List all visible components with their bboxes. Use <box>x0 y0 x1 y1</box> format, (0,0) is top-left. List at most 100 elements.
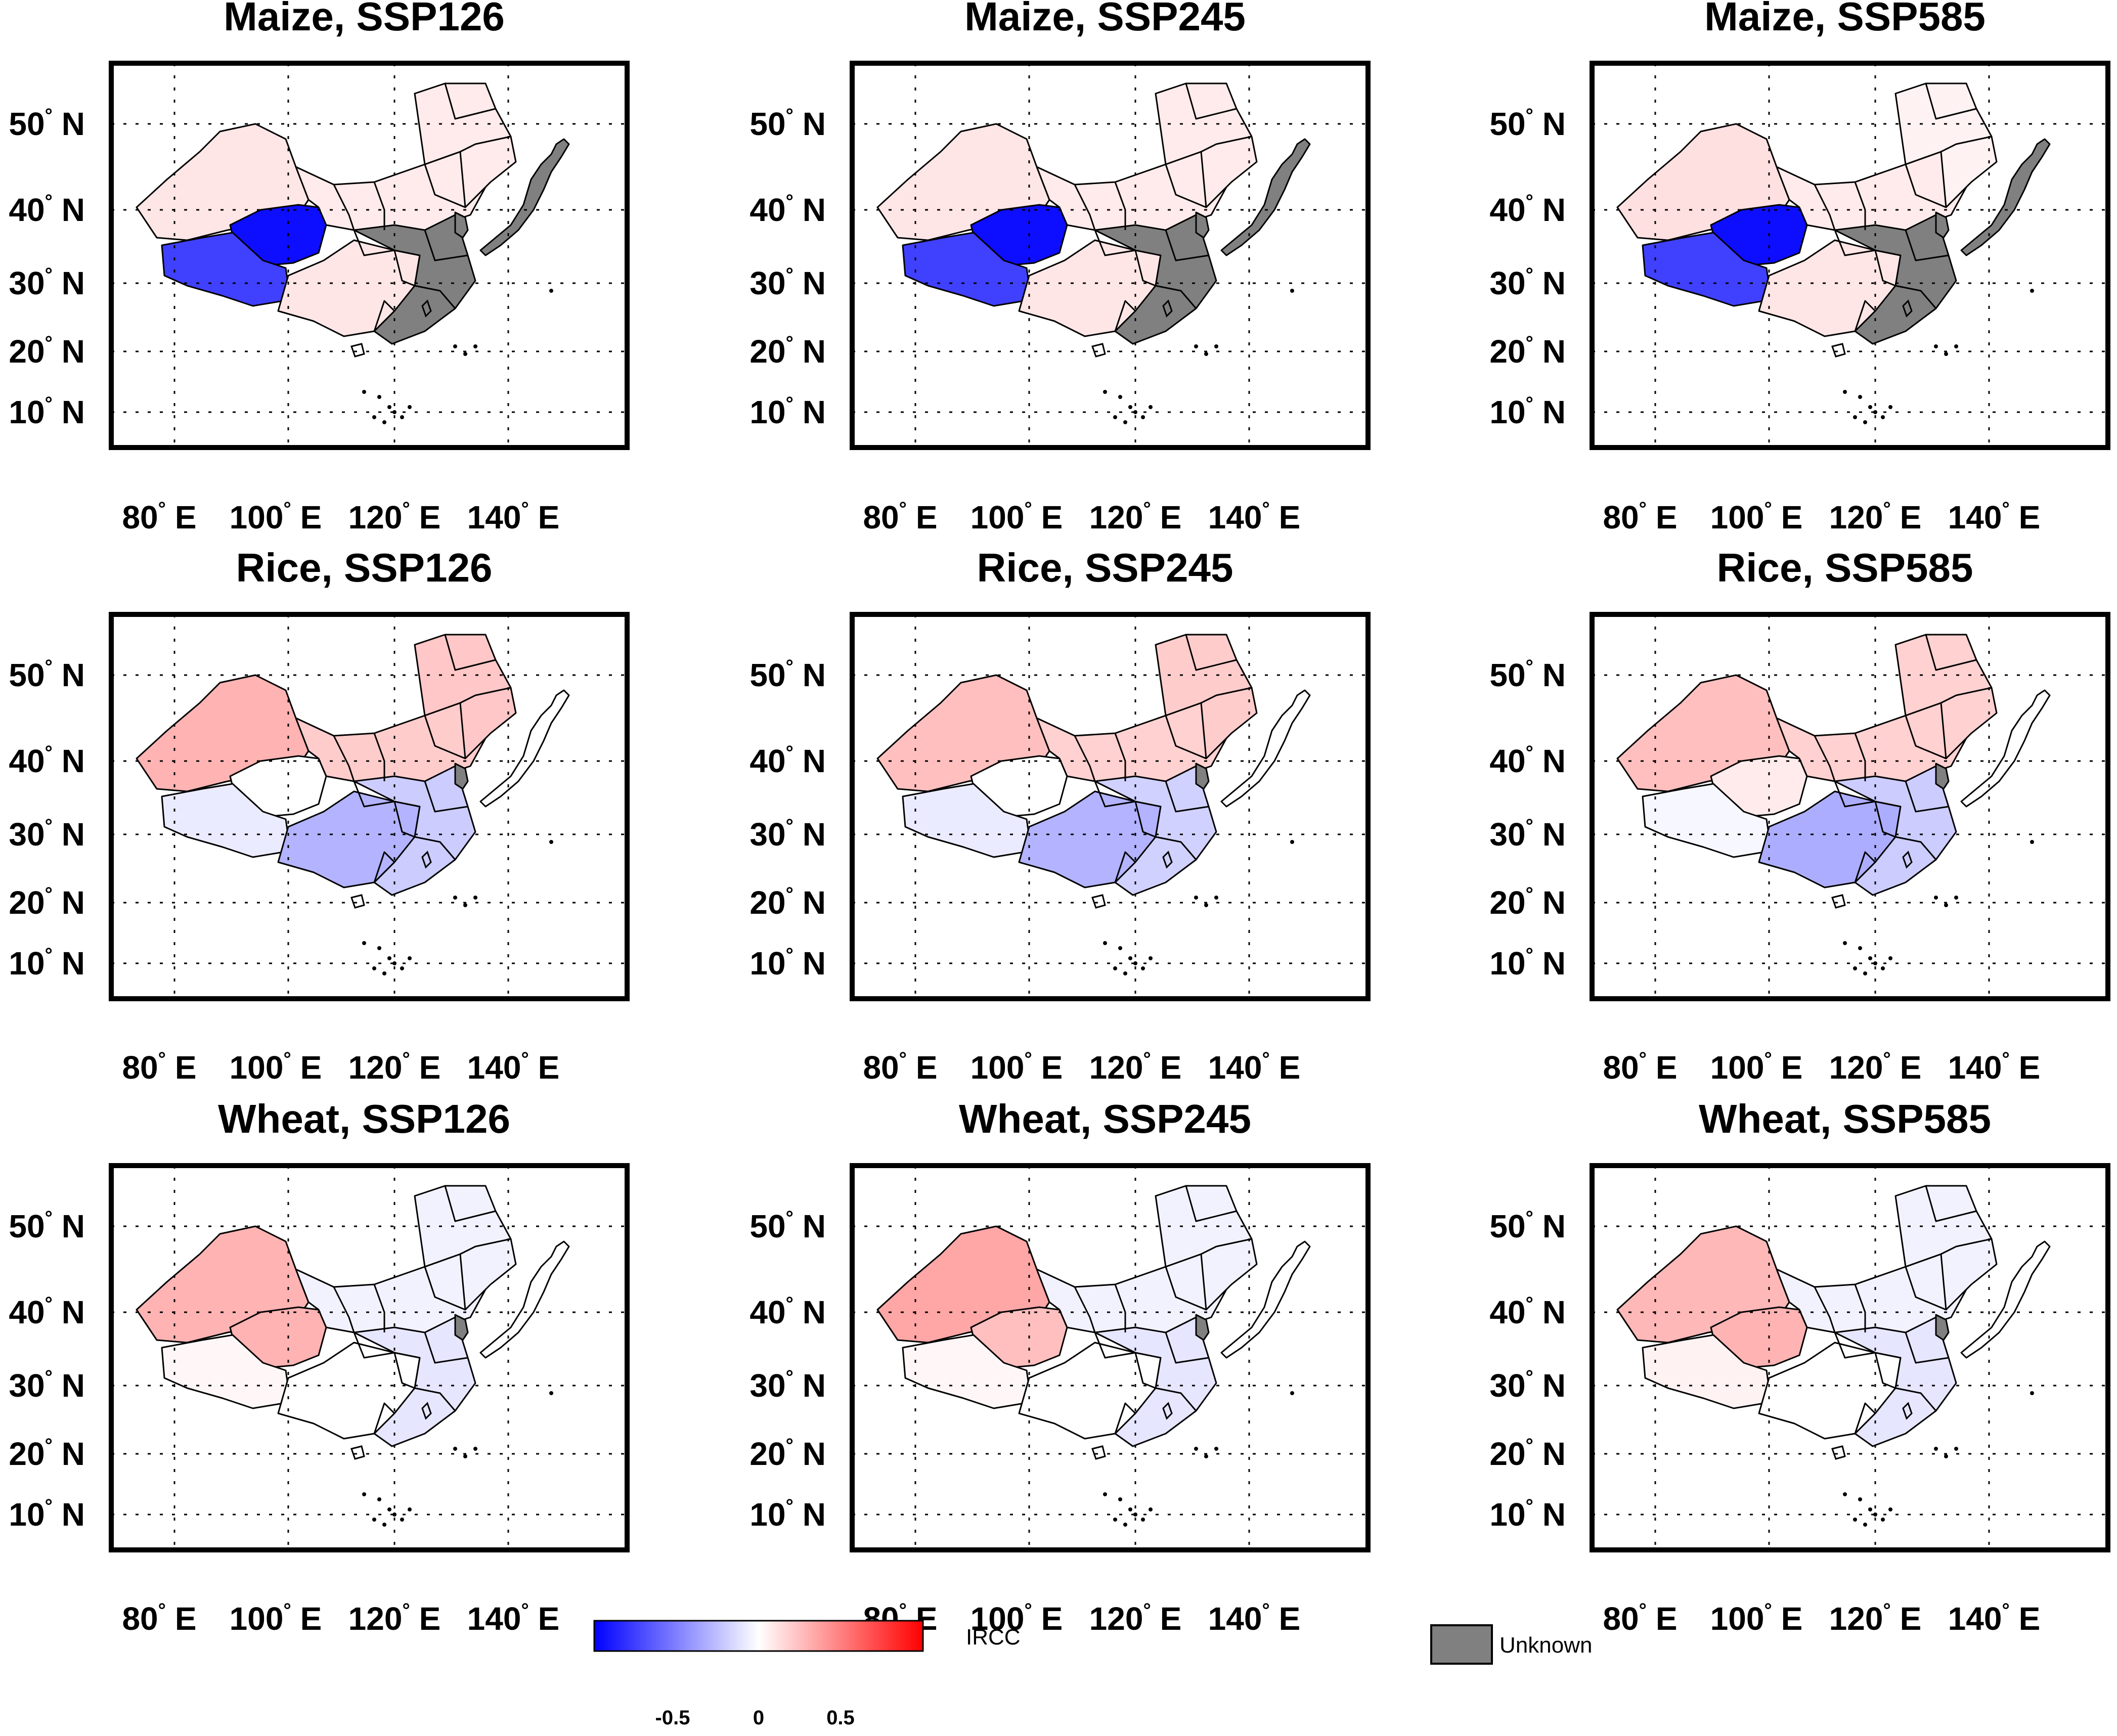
region-northeast <box>1155 1185 1258 1311</box>
panel-title: Wheat, SSP585 <box>1699 1096 1991 1141</box>
lat-tick-label: 10° N <box>1489 1496 1566 1533</box>
small-island <box>1873 961 1877 965</box>
lat-tick-label: 30° N <box>1489 264 1566 301</box>
province-boundary <box>1165 781 1209 813</box>
lat-tick-label: 50° N <box>1489 656 1566 693</box>
map-frame <box>850 1163 1371 1552</box>
lat-tick-label: 20° N <box>9 1435 85 1472</box>
panel-title: Maize, SSP245 <box>964 0 1246 39</box>
province-boundary <box>1155 836 1197 860</box>
region-southeast <box>1834 765 1957 896</box>
map-layer <box>1616 634 2051 975</box>
region-southeast <box>353 765 476 896</box>
province-boundary <box>424 230 468 261</box>
panel-grid: Maize, SSP126 50° N 40° N 30° N 20° N 10° N 80° E 100… <box>9 0 2110 1637</box>
small-island <box>1149 1507 1153 1511</box>
small-island <box>463 1454 467 1458</box>
map-area <box>109 1163 630 1552</box>
lat-tick-label: 50° N <box>749 1208 826 1244</box>
lat-tick-label: 10° N <box>749 393 826 430</box>
small-island <box>473 1447 477 1451</box>
lat-tick-label: 50° N <box>749 656 826 693</box>
map-area <box>850 1163 1371 1552</box>
region-japan <box>1220 1240 1311 1359</box>
lon-tick-label: 120° E <box>1829 499 1922 536</box>
small-island <box>362 390 366 394</box>
panel-maize-ssp245: Maize, SSP245 50° N 40° N 30° N 20° N 10° N 80° E 100… <box>749 0 1371 536</box>
small-island <box>400 966 404 970</box>
lon-tick-label: 120° E <box>348 1600 441 1637</box>
small-island <box>1113 1518 1117 1522</box>
province-boundary <box>1114 733 1126 781</box>
province-boundary <box>1114 300 1136 332</box>
small-island <box>1843 390 1847 394</box>
small-island <box>463 352 467 356</box>
province-boundary <box>1925 634 1977 671</box>
lat-tick-label: 10° N <box>1489 945 1566 982</box>
small-island <box>1103 390 1107 394</box>
small-island <box>1888 956 1892 960</box>
small-island <box>1194 896 1198 900</box>
province-boundary <box>373 1402 395 1434</box>
unknown-swatch <box>1430 1624 1493 1665</box>
island-taiwan <box>421 1402 432 1420</box>
lat-tick-label: 40° N <box>749 742 826 779</box>
map-area <box>1590 612 2110 1001</box>
province-boundary <box>1905 1266 1947 1311</box>
island-taiwan <box>1162 299 1173 318</box>
region-japan <box>1220 689 1311 808</box>
lon-tick-label: 140° E <box>1208 499 1301 536</box>
province-boundary <box>1165 1332 1209 1364</box>
province-boundary <box>460 136 511 153</box>
lon-tick-label: 120° E <box>1089 499 1182 536</box>
lon-tick-label: 140° E <box>1948 499 2041 536</box>
region-southeast <box>353 214 476 345</box>
province-boundary <box>373 733 385 781</box>
region-southeast <box>1094 765 1217 896</box>
small-island <box>1133 410 1137 414</box>
province-boundary <box>353 230 395 256</box>
region-korea <box>1935 763 1950 790</box>
region-japan <box>1960 138 2051 256</box>
lon-tick-label: 100° E <box>1710 499 1803 536</box>
lon-tick-label: 140° E <box>467 1049 560 1086</box>
small-island <box>1873 410 1877 414</box>
province-boundary <box>1201 136 1252 153</box>
island-hainan <box>1831 1445 1846 1460</box>
panel-maize-ssp585: Maize, SSP585 50° N 40° N 30° N 20° N 10° N 80° E 100… <box>1489 0 2110 536</box>
small-island <box>392 410 396 414</box>
province-boundary <box>1155 1387 1197 1411</box>
small-island <box>453 344 457 348</box>
region-northeast <box>1894 1185 1998 1311</box>
province-boundary <box>1185 1185 1237 1222</box>
map-frame <box>1590 612 2110 1001</box>
small-island <box>1863 1523 1867 1527</box>
region-southeast <box>1834 1316 1957 1447</box>
colorbar-label: IRCC <box>966 1625 1021 1650</box>
island-hainan <box>350 894 365 909</box>
map-frame <box>850 61 1371 450</box>
small-island <box>1881 1518 1885 1522</box>
lon-tick-label: 80° E <box>1603 1600 1677 1637</box>
province-boundary <box>1201 1238 1252 1255</box>
small-island <box>453 896 457 900</box>
lat-tick-label: 40° N <box>9 742 85 779</box>
region-japan <box>479 689 570 808</box>
province-boundary <box>1114 1402 1136 1434</box>
lon-tick-label: 100° E <box>971 1049 1063 1086</box>
small-island <box>1290 289 1294 293</box>
small-island <box>473 344 477 348</box>
lat-tick-label: 10° N <box>749 945 826 982</box>
province-boundary <box>1165 1266 1207 1311</box>
province-boundary <box>1905 230 1949 261</box>
panel-title: Rice, SSP585 <box>1717 545 1973 590</box>
small-island <box>1141 415 1145 419</box>
lon-tick-label: 120° E <box>1829 1049 1922 1086</box>
small-island <box>1141 966 1145 970</box>
lon-tick-label: 140° E <box>1208 1600 1301 1637</box>
lat-tick-label: 20° N <box>749 333 826 370</box>
province-boundary <box>460 1238 511 1255</box>
small-island <box>1881 966 1885 970</box>
region-southeast <box>1094 1316 1217 1447</box>
small-island <box>2030 289 2034 293</box>
